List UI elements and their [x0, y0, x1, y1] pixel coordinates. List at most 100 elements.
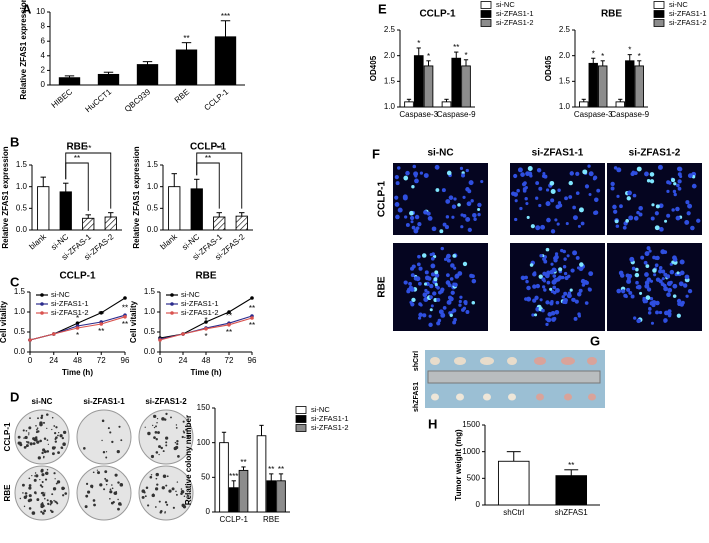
point [204, 320, 208, 324]
nucleus [625, 273, 630, 278]
colony [144, 495, 147, 498]
nucleus [446, 170, 452, 176]
nucleus [473, 217, 477, 221]
bar [58, 77, 81, 86]
nucleus [431, 226, 437, 232]
nucleus [426, 290, 430, 295]
legend-label: si-ZFAS1-2 [181, 308, 219, 317]
nucleus [565, 222, 569, 226]
nucleus [652, 268, 657, 273]
nucleus [684, 219, 690, 225]
y-tick-label: 0 [41, 80, 46, 89]
bar [413, 55, 424, 108]
colony [51, 428, 53, 431]
y-tick-label: 4 [41, 51, 46, 60]
nucleus [639, 291, 643, 295]
nucleus [535, 196, 539, 200]
nucleus [462, 261, 468, 267]
nucleus [652, 255, 656, 260]
nucleus [613, 209, 618, 214]
colony [39, 478, 41, 481]
nucleus [452, 282, 456, 286]
colony [141, 489, 146, 493]
nucleus [646, 287, 652, 292]
nucleus [664, 219, 668, 223]
colony [41, 511, 45, 515]
nucleus [550, 189, 556, 195]
bar [276, 480, 286, 513]
legend-label: si-ZFAS1-1 [496, 9, 534, 18]
colony [105, 479, 109, 483]
x-tick-label: 24 [179, 356, 188, 365]
significance: ** [98, 327, 104, 336]
significance: *** [221, 12, 230, 21]
bar [228, 487, 239, 513]
colony [41, 501, 44, 504]
colony [43, 509, 46, 513]
colony [29, 442, 33, 446]
nucleus [411, 297, 416, 303]
image-row-label: shCtrl [413, 351, 420, 371]
y-tick-label: 1.5 [16, 160, 28, 169]
nucleus [584, 184, 590, 189]
legend-label: si-ZFAS1-1 [181, 299, 219, 308]
colony [54, 440, 57, 443]
bar [168, 186, 181, 231]
nucleus [472, 212, 477, 218]
nucleus [554, 218, 558, 222]
point [204, 327, 208, 331]
significance: ** [122, 320, 128, 329]
nucleus [447, 283, 452, 288]
nucleus [570, 268, 575, 273]
nucleus [626, 196, 631, 201]
ruler [427, 370, 601, 384]
colony [46, 427, 48, 430]
y-tick-label: 1.0 [147, 182, 159, 191]
nucleus [419, 171, 424, 175]
nucleus [423, 282, 428, 286]
significance: * [628, 46, 631, 55]
nucleus [566, 254, 570, 258]
colony [84, 505, 88, 509]
colony [42, 456, 45, 459]
nucleus [587, 287, 591, 291]
nucleus [676, 183, 680, 188]
nucleus [568, 180, 573, 186]
nucleus [440, 246, 445, 251]
significance: ** [278, 465, 284, 474]
colony [85, 494, 89, 498]
nucleus [443, 257, 448, 261]
nucleus [418, 312, 423, 317]
nucleus [659, 227, 664, 232]
nucleus [648, 249, 652, 253]
nucleus [666, 292, 671, 298]
colony-dish [14, 409, 70, 465]
colony [23, 437, 25, 439]
nucleus [660, 249, 666, 255]
nucleus [684, 274, 690, 280]
colony [155, 438, 158, 441]
nucleus [453, 266, 457, 270]
nucleus [444, 225, 449, 230]
x-tick-label: HuCCT1 [84, 87, 114, 114]
colony [156, 483, 159, 486]
nucleus [404, 215, 408, 219]
x-tick-label: Caspase-9 [610, 110, 649, 119]
image-column-label: si-NC [427, 148, 453, 159]
y-tick-label: 1.0 [16, 182, 28, 191]
legend-label: si-ZFAS1-1 [51, 299, 89, 308]
y-tick-label: 1.5 [144, 287, 156, 296]
x-tick-label: Caspase-3 [574, 110, 613, 119]
nucleus [422, 313, 427, 318]
significance: ** [98, 310, 104, 319]
nucleus [520, 172, 525, 177]
nucleus [445, 199, 451, 204]
nucleus [434, 164, 440, 170]
nucleus [522, 188, 527, 193]
x-tick-label: 24 [49, 356, 58, 365]
image-column-label: si-ZFAS1-1 [83, 397, 125, 406]
x-tick-label: shCtrl [503, 508, 524, 517]
nucleus [446, 258, 451, 263]
nucleus [514, 199, 518, 203]
nucleus [545, 188, 550, 192]
